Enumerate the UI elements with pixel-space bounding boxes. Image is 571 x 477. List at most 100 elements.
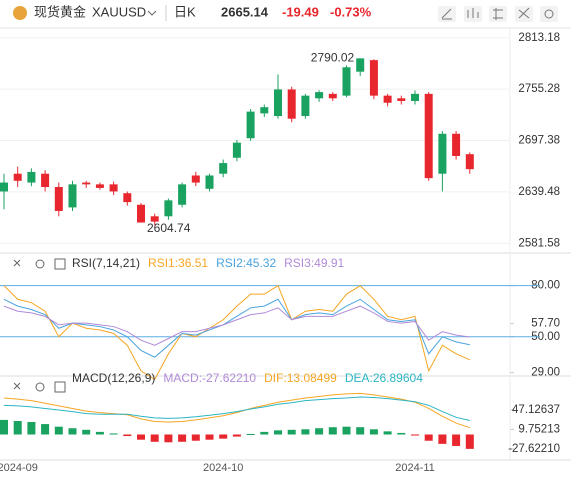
settings-icon[interactable] xyxy=(35,259,45,269)
histogram-bar xyxy=(219,434,228,439)
histogram-bar xyxy=(82,429,91,435)
y-tick-label: -27.62210 xyxy=(508,443,560,455)
candle-body xyxy=(164,200,173,217)
expand-icon[interactable] xyxy=(54,381,66,393)
dropdown[interactable] xyxy=(147,10,157,16)
candle-body xyxy=(82,182,91,185)
histogram-bar xyxy=(13,420,22,435)
histogram-bar xyxy=(205,434,214,440)
rsi-controls xyxy=(13,258,66,393)
candle-body xyxy=(452,133,461,156)
candle-body xyxy=(41,173,50,188)
histogram-bar xyxy=(411,434,419,436)
close-icon[interactable] xyxy=(13,382,21,390)
candle-body xyxy=(438,133,447,174)
candle-body xyxy=(274,89,282,117)
candle-body xyxy=(397,98,406,101)
candle-body xyxy=(465,154,474,170)
legend-entry: RSI1:36.51 xyxy=(148,256,208,270)
histogram-bar xyxy=(109,433,118,435)
line xyxy=(3,305,470,346)
candle-body xyxy=(342,67,351,96)
line xyxy=(3,298,470,358)
candle-body xyxy=(369,60,378,96)
histogram-bar xyxy=(68,428,77,435)
candle-body xyxy=(287,89,296,119)
change: -19.49 xyxy=(282,4,319,19)
histogram-bar xyxy=(27,422,36,435)
histogram-bar xyxy=(41,424,50,435)
y-tick-label: 2581.58 xyxy=(518,237,560,249)
candle-body xyxy=(150,216,159,222)
legend-entry: DIF:13.08499 xyxy=(264,371,337,385)
candle-body xyxy=(315,92,324,99)
x-tick-label: 2024-10 xyxy=(203,462,243,474)
symbol[interactable]: XAUUSD xyxy=(92,4,146,19)
instrument-name: 现货黄金 xyxy=(34,4,86,19)
histogram-bar xyxy=(274,430,282,435)
icon xyxy=(544,9,554,19)
histogram-bar xyxy=(424,434,433,441)
candle-body xyxy=(13,173,22,181)
histogram-bar xyxy=(137,434,145,440)
icon xyxy=(441,8,452,20)
annotation: 2790.02 xyxy=(311,51,355,65)
candle-body xyxy=(424,93,433,179)
tool-compare[interactable] xyxy=(489,6,507,22)
indicator-title: MACD(12,26,9) xyxy=(72,371,155,385)
y-tick-label: 2813.18 xyxy=(518,32,560,44)
candle-body xyxy=(123,193,132,203)
histogram-bar xyxy=(301,429,310,435)
icon xyxy=(467,8,479,18)
y-tick-label: 2697.38 xyxy=(518,135,560,147)
histogram-bar xyxy=(150,434,159,442)
close-icon[interactable] xyxy=(13,259,21,267)
candle-body xyxy=(68,184,77,208)
y-tick-label: 2639.48 xyxy=(518,186,560,198)
legend-entry: MACD:-27.62210 xyxy=(163,371,256,385)
y-tick-label: 50.00 xyxy=(531,331,560,343)
settings-icon[interactable] xyxy=(35,382,45,392)
candle-body xyxy=(232,142,241,158)
candle-body xyxy=(54,187,63,211)
candle-body xyxy=(356,58,365,72)
histogram-bar xyxy=(246,433,255,435)
candle-body xyxy=(27,171,36,183)
indicator-title: RSI(7,14,21) xyxy=(72,256,140,270)
y-tick-label: 2755.28 xyxy=(518,83,560,95)
candle-body xyxy=(301,95,310,117)
tool-draw[interactable] xyxy=(438,6,456,22)
histogram-bar xyxy=(191,434,200,441)
histogram-bar xyxy=(0,419,8,435)
candle-body xyxy=(178,184,187,205)
histogram-bar xyxy=(342,426,351,435)
candle-body xyxy=(328,93,337,99)
period[interactable]: 日K xyxy=(174,4,196,19)
candle-body xyxy=(95,184,104,188)
candle-body xyxy=(137,204,145,223)
legend-entry: RSI3:49.91 xyxy=(284,256,344,270)
logo xyxy=(13,6,27,20)
line xyxy=(3,392,470,429)
expand-icon[interactable] xyxy=(54,258,66,270)
histogram-bar xyxy=(164,434,173,443)
change-pct: -0.73% xyxy=(330,4,372,19)
histogram-bar xyxy=(452,434,461,446)
histogram-bar xyxy=(397,432,406,435)
histogram-bar xyxy=(438,434,447,444)
legend-entry: RSI2:45.32 xyxy=(216,256,276,270)
histogram-bar xyxy=(465,434,474,449)
tool-settings[interactable] xyxy=(540,6,558,22)
x-tick-label: 2024-09 xyxy=(0,462,38,474)
line xyxy=(3,284,470,381)
candle-body xyxy=(219,163,228,174)
annotation: 2604.74 xyxy=(147,221,191,235)
toolbar xyxy=(438,6,558,22)
histogram-bar xyxy=(54,426,63,435)
candle-body xyxy=(191,175,200,183)
candle-body xyxy=(383,95,392,103)
line xyxy=(3,396,470,421)
candle-body xyxy=(205,175,214,189)
